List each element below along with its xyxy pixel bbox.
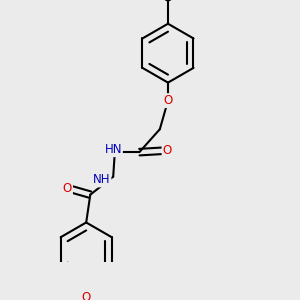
Text: O: O — [163, 144, 172, 157]
Text: O: O — [63, 182, 72, 195]
Text: NH: NH — [93, 173, 110, 186]
Text: O: O — [164, 94, 172, 107]
Text: HN: HN — [104, 143, 122, 156]
Text: O: O — [82, 291, 91, 300]
